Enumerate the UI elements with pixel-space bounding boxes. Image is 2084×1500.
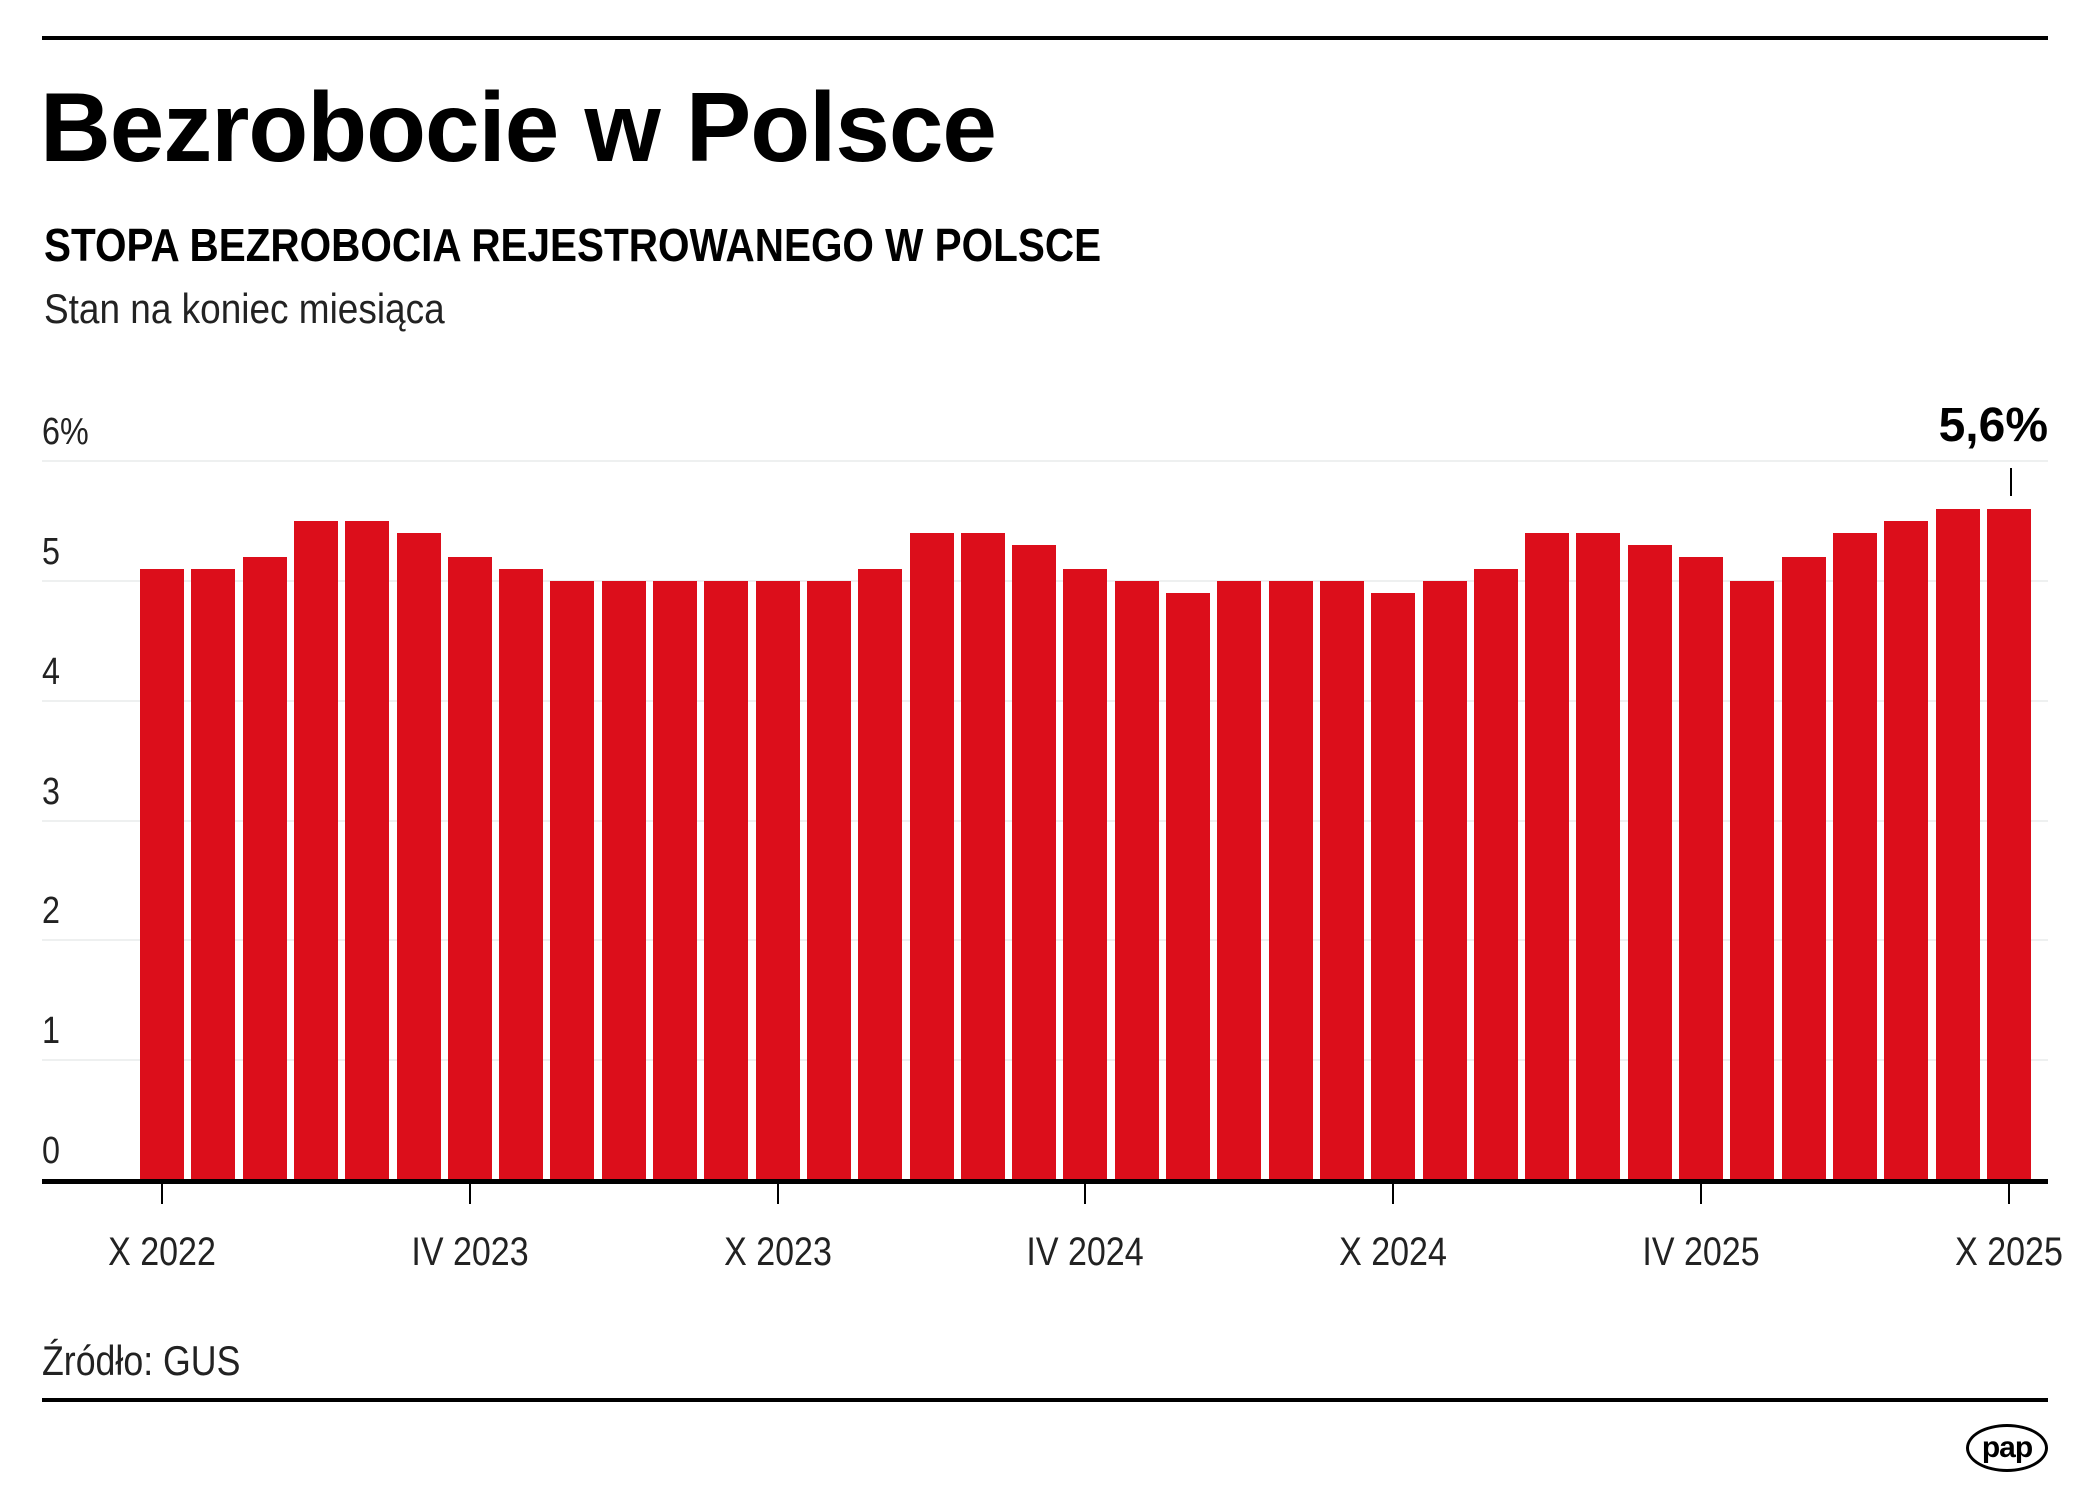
- x-axis-tick: [776, 1184, 779, 1204]
- bar: [242, 556, 287, 1180]
- bar: [1986, 508, 2031, 1180]
- bar: [1268, 580, 1313, 1180]
- callout-leader-line: [2010, 468, 2012, 496]
- bar: [960, 532, 1005, 1180]
- y-axis-label: 4: [42, 650, 60, 693]
- bar: [191, 568, 236, 1180]
- latest-value-callout: 5,6%: [1938, 399, 2048, 452]
- bar: [550, 580, 595, 1180]
- bar: [1576, 532, 1621, 1180]
- bar: [1012, 544, 1057, 1180]
- bar: [1730, 580, 1775, 1180]
- chart-subtitle: STOPA BEZROBOCIA REJESTROWANEGO W POLSCE: [44, 219, 1102, 271]
- bar: [293, 520, 338, 1180]
- bar: [858, 568, 903, 1180]
- y-axis-label: 1: [42, 1010, 60, 1053]
- x-axis: [42, 1179, 2048, 1184]
- y-axis-label: 3: [42, 770, 60, 813]
- x-axis-tick: [1392, 1184, 1395, 1204]
- bar: [755, 580, 800, 1180]
- x-axis-tick: [1084, 1184, 1087, 1204]
- x-axis-label: X 2024: [1339, 1230, 1448, 1274]
- bar: [653, 580, 697, 1180]
- bar: [1627, 544, 1672, 1180]
- x-axis-tick: [2007, 1184, 2010, 1204]
- x-axis-label: IV 2024: [1026, 1230, 1144, 1274]
- bar: [1319, 580, 1364, 1180]
- page-title: Bezrobocie w Polsce: [40, 72, 997, 182]
- x-axis-label: X 2022: [108, 1230, 216, 1274]
- pap-logo: pap: [1966, 1424, 2048, 1472]
- x-axis-label: IV 2025: [1642, 1230, 1760, 1274]
- bar: [345, 520, 390, 1180]
- bottom-rule: [42, 1398, 2048, 1402]
- x-axis-tick: [161, 1184, 163, 1204]
- x-axis-label: X 2023: [723, 1230, 832, 1274]
- x-axis-label: X 2025: [1954, 1230, 2063, 1274]
- x-axis-tick: [1700, 1184, 1702, 1204]
- y-axis-label: 5: [42, 530, 60, 573]
- y-axis-label: 6%: [42, 411, 89, 453]
- bar: [1884, 520, 1929, 1180]
- bar: [1114, 580, 1159, 1180]
- bar: [396, 532, 441, 1180]
- bar: [1935, 508, 1980, 1180]
- bar: [140, 568, 184, 1180]
- source-note: Źródło: GUS: [42, 1337, 241, 1384]
- bar: [1679, 556, 1723, 1180]
- bar: [1166, 592, 1210, 1180]
- bar: [909, 532, 954, 1180]
- y-axis-label: 0: [42, 1130, 60, 1172]
- bar: [1063, 568, 1108, 1180]
- bar: [1371, 592, 1416, 1180]
- gridline: [42, 460, 2048, 462]
- x-axis-label: IV 2023: [411, 1230, 529, 1274]
- x-axis-tick: [468, 1184, 471, 1204]
- bar: [1781, 556, 1826, 1180]
- bar: [1525, 532, 1570, 1180]
- bar: [601, 580, 646, 1180]
- bar: [704, 580, 749, 1180]
- top-rule: [42, 36, 2048, 40]
- bar: [499, 568, 544, 1180]
- bar: [1832, 532, 1877, 1180]
- chart-note: Stan na koniec miesiąca: [44, 285, 445, 332]
- bar: [1422, 580, 1467, 1180]
- bar: [1473, 568, 1518, 1180]
- bar: [447, 556, 492, 1180]
- bar: [806, 580, 851, 1180]
- y-axis-label: 2: [42, 890, 60, 933]
- bar: [1217, 580, 1262, 1180]
